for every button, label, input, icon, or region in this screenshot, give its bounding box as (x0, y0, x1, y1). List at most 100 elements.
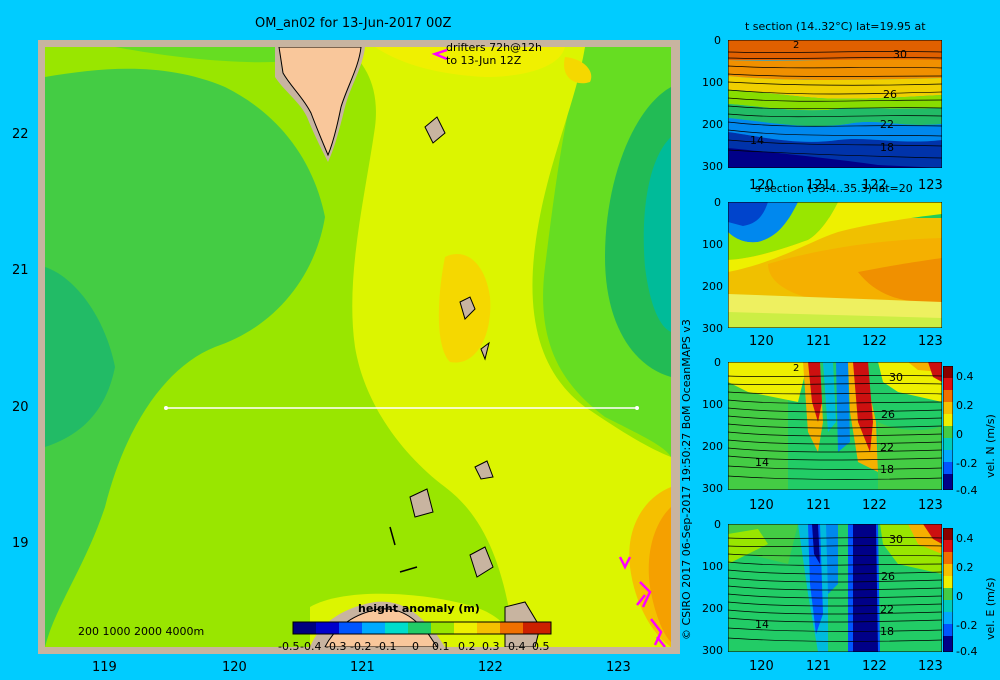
colorbar-tick: -0.4 (300, 640, 322, 653)
n-contour-label: 26 (881, 408, 895, 421)
y-tick: 0 (714, 34, 721, 47)
colorbar-tick: 0.3 (482, 640, 500, 653)
colorbar-tick: 0 (412, 640, 419, 653)
y-tick: 200 (702, 118, 723, 131)
n-contour-label: 22 (880, 441, 894, 454)
y-tick: 0 (714, 196, 721, 209)
x-tick: 122 (862, 498, 887, 513)
e-contour-label: 22 (880, 603, 894, 616)
x-tick: 123 (606, 660, 631, 675)
cbar-tick: 0.4 (956, 532, 974, 545)
cbar-tick: -0.2 (956, 457, 978, 470)
x-tick: 121 (806, 659, 831, 674)
cbar-tick: -0.2 (956, 619, 978, 632)
cbar-tick: 0 (956, 590, 963, 603)
drifter-note-line2: to 13-Jun 12Z (446, 54, 522, 67)
y-tick: 100 (702, 560, 723, 573)
colorbar-tick: 0.4 (508, 640, 526, 653)
x-tick: 123 (918, 334, 943, 349)
colorbar-tick: -0.5 (278, 640, 300, 653)
vel-e-label: vel. E (m/s) (984, 577, 997, 640)
t-contour-label: 30 (893, 48, 907, 61)
field-region-center (345, 47, 671, 647)
t-contour-label: 2 (793, 40, 800, 51)
colorbar-tick: -0.1 (375, 640, 397, 653)
cbar-tick: 0.2 (956, 561, 974, 574)
y-tick: 21 (12, 263, 29, 278)
t-section-title: t section (14..32°C) lat=19.95 at (745, 20, 926, 33)
y-tick: 300 (702, 482, 723, 495)
y-tick: 200 (702, 602, 723, 615)
y-tick: 0 (714, 356, 721, 369)
n-contour-label: 14 (755, 456, 769, 469)
x-tick: 121 (350, 660, 375, 675)
colorbar-tick: -0.2 (350, 640, 372, 653)
cbar-tick: 0.2 (956, 399, 974, 412)
vel-n-label: vel. N (m/s) (984, 414, 997, 478)
e-contour-label: 14 (755, 618, 769, 631)
x-tick: 120 (222, 660, 247, 675)
t-contour-label: 22 (880, 118, 894, 131)
t-contour-label: 18 (880, 141, 894, 154)
e-contour-label: 18 (880, 625, 894, 638)
colorbar-tick: 0.1 (432, 640, 450, 653)
height-anomaly-map (38, 40, 680, 654)
drifter-note: drifters 72h@12h to 13-Jun 12Z (446, 41, 542, 67)
x-tick: 122 (862, 659, 887, 674)
land-taiwan (278, 47, 362, 157)
e-contour-label: 26 (881, 570, 895, 583)
y-tick: 22 (12, 127, 29, 142)
field-region-west (45, 68, 325, 647)
vel-e-colorbar (943, 528, 953, 652)
colorbar-title: height anomaly (m) (358, 602, 480, 615)
y-tick: 200 (702, 280, 723, 293)
vel-n-panel (728, 362, 942, 490)
main-map-title: OM_an02 for 13-Jun-2017 00Z (255, 16, 452, 31)
t-section-panel (728, 40, 942, 168)
drifter-track (639, 581, 652, 608)
x-tick: 122 (862, 334, 887, 349)
cbar-tick: 0 (956, 428, 963, 441)
drifter-track (650, 618, 663, 646)
x-tick: 119 (92, 660, 117, 675)
drifter-track (618, 556, 632, 570)
t-contour-label: 14 (750, 134, 764, 147)
s-section-title: s section (33.4..35.3) lat=20 (755, 182, 913, 195)
cbar-tick: 0.4 (956, 370, 974, 383)
x-tick: 120 (749, 334, 774, 349)
vel-n-colorbar (943, 366, 953, 490)
x-tick: 123 (918, 659, 943, 674)
x-tick: 122 (862, 178, 887, 193)
y-tick: 0 (714, 518, 721, 531)
y-tick: 300 (702, 322, 723, 335)
drifter-note-line1: drifters 72h@12h (446, 41, 543, 54)
x-tick: 120 (749, 498, 774, 513)
depth-legend: 200 1000 2000 4000m (78, 625, 205, 638)
y-tick: 300 (702, 644, 723, 657)
colorbar-tick: 0.2 (458, 640, 476, 653)
x-tick: 121 (806, 498, 831, 513)
n-contour-label: 18 (880, 463, 894, 476)
island-babuyan (409, 488, 434, 518)
y-tick: 19 (12, 536, 29, 551)
cbar-tick: -0.4 (956, 484, 978, 497)
x-tick: 121 (806, 334, 831, 349)
island-north (424, 116, 446, 144)
y-tick: 100 (702, 398, 723, 411)
n-contour-label: 30 (889, 371, 903, 384)
x-tick: 123 (918, 498, 943, 513)
n-contour-label: 2 (793, 363, 800, 374)
y-tick: 300 (702, 160, 723, 173)
t-contour-label: 26 (883, 88, 897, 101)
x-tick: 122 (478, 660, 503, 675)
y-tick: 100 (702, 76, 723, 89)
colorbar (292, 621, 552, 635)
y-tick: 200 (702, 440, 723, 453)
panel-y-axes: 0 100 200 300 0 100 200 300 0 100 200 30… (700, 0, 730, 680)
x-tick: 123 (918, 178, 943, 193)
s-section-panel (728, 202, 942, 328)
y-tick: 20 (12, 400, 29, 415)
x-tick: 120 (749, 659, 774, 674)
y-tick: 100 (702, 238, 723, 251)
cbar-tick: -0.4 (956, 645, 978, 658)
